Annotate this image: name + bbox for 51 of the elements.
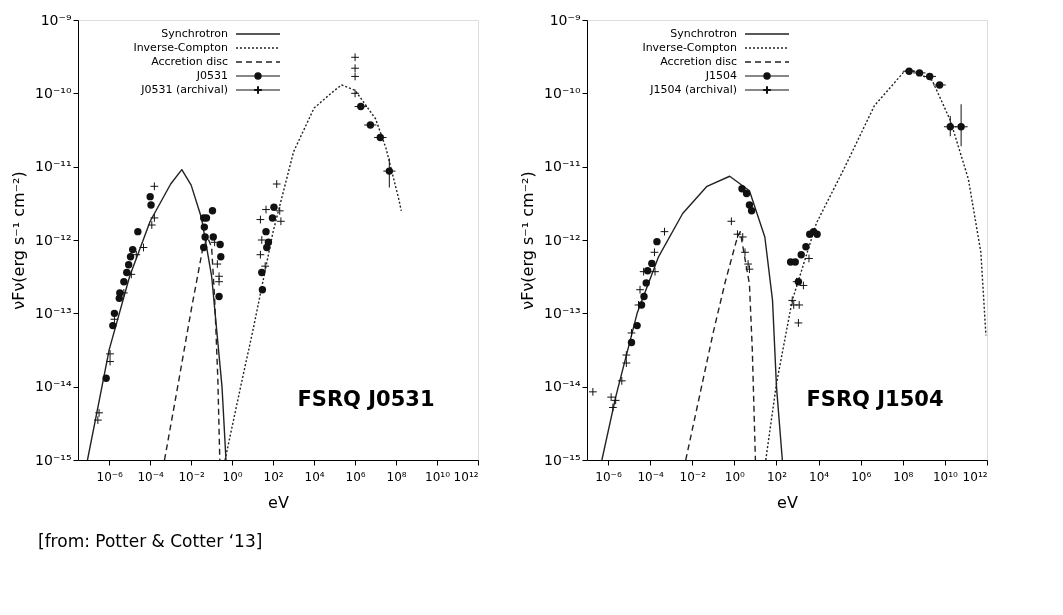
y-tick-label: 10⁻⁹ <box>549 11 581 28</box>
y-axis-title: νFν(erg s⁻¹ cm⁻²) <box>9 171 29 310</box>
x-tick-label: 10¹⁰ <box>425 469 451 484</box>
legend-label: Synchrotron <box>670 27 738 40</box>
x-tick-label: 10¹⁰ <box>932 469 959 484</box>
legend-label: J1504 <box>704 69 737 82</box>
legend-label: J0531 <box>195 69 228 82</box>
y-tick-label: 10⁻¹⁰ <box>544 84 581 101</box>
x-tick-label: 10⁸ <box>386 469 407 484</box>
y-tick-label: 10⁻¹³ <box>544 304 581 321</box>
x-tick-label: 10⁻⁴ <box>137 469 165 484</box>
x-tick-label: 10⁸ <box>893 469 914 484</box>
x-tick-label: 10⁻⁶ <box>96 469 124 484</box>
y-tick-label: 10⁻¹⁵ <box>35 451 72 468</box>
y-tick-label: 10⁻⁹ <box>40 11 72 28</box>
x-tick-label: 10⁻⁶ <box>595 469 622 484</box>
y-tick-label: 10⁻¹¹ <box>544 158 581 175</box>
x-tick-label: 10⁴ <box>809 469 830 484</box>
legend-label: Inverse-Compton <box>133 41 229 54</box>
x-tick-label: 10⁶ <box>851 469 872 484</box>
x-tick-label: 10⁻² <box>679 469 707 484</box>
y-tick-label: 10⁻¹² <box>544 231 581 248</box>
legend-label: Accretion disc <box>660 55 737 68</box>
legend-label: Synchrotron <box>161 27 229 40</box>
legend-label: Accretion disc <box>151 55 228 68</box>
text: FSRQ J0531 <box>297 387 435 411</box>
x-tick-label: 10⁰ <box>724 469 746 484</box>
legend-label: J1504 (archival) <box>649 83 737 96</box>
legend-label: J0531 (archival) <box>140 83 228 96</box>
y-tick-label: 10⁻¹¹ <box>35 158 72 175</box>
x-tick-label: 10¹² <box>453 469 479 484</box>
y-tick-label: 10⁻¹⁵ <box>544 451 581 468</box>
text: FSRQ J1504 <box>806 387 944 411</box>
y-tick-label: 10⁻¹⁰ <box>35 84 72 101</box>
y-tick-label: 10⁻¹⁴ <box>544 378 581 395</box>
y-tick-label: 10⁻¹² <box>35 231 72 248</box>
x-tick-label: 10⁶ <box>345 469 366 484</box>
x-tick-label: 10⁴ <box>304 469 325 484</box>
text: [from: Potter & Cotter ‘13] <box>38 531 263 551</box>
x-tick-label: 10¹² <box>962 469 988 484</box>
legend-label: Inverse-Compton <box>642 41 738 54</box>
x-tick-label: 10⁻⁴ <box>637 469 665 484</box>
x-tick-label: 10⁰ <box>222 469 243 484</box>
y-tick-label: 10⁻¹⁴ <box>35 378 72 395</box>
y-tick-label: 10⁻¹³ <box>35 304 72 321</box>
x-tick-label: 10² <box>263 469 284 484</box>
x-axis-title: eV <box>777 492 798 512</box>
x-axis-title: eV <box>268 492 289 512</box>
y-axis-title: νFν(erg s⁻¹ cm⁻²) <box>518 171 538 310</box>
x-tick-label: 10⁻² <box>178 469 206 484</box>
x-tick-label: 10² <box>766 469 788 484</box>
